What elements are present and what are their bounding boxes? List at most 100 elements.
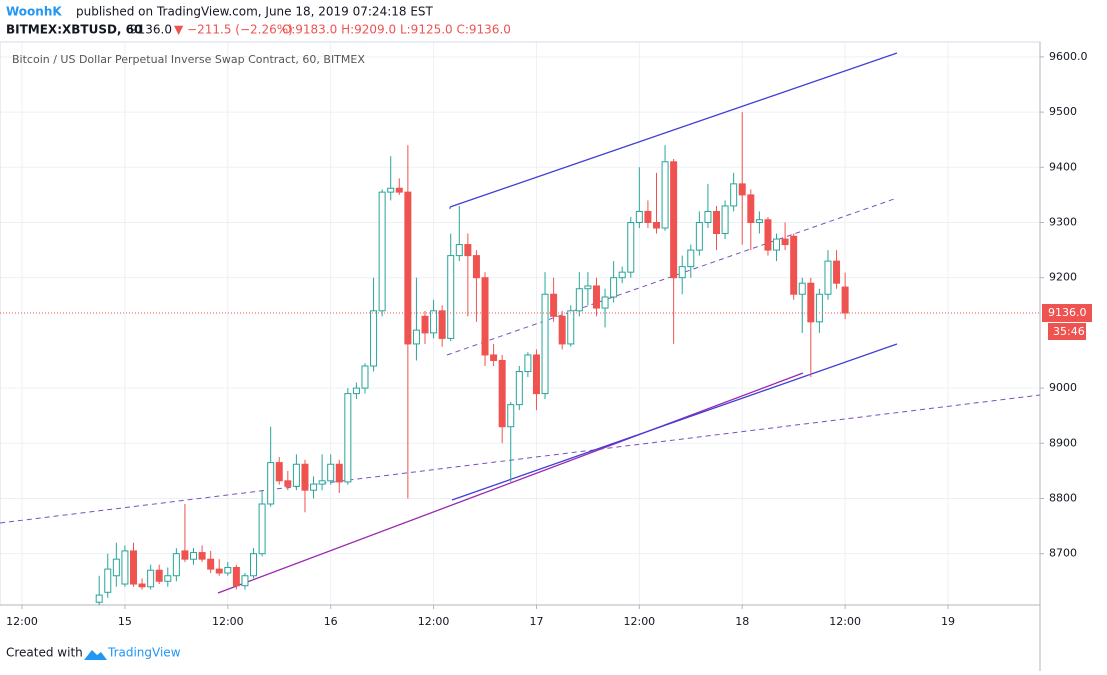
candle-body xyxy=(515,371,523,406)
candle-body xyxy=(635,210,643,223)
candle-body xyxy=(550,293,558,317)
candle-body xyxy=(370,310,378,367)
candle-body xyxy=(190,552,198,560)
candle-body xyxy=(704,210,712,223)
candle-body xyxy=(224,566,232,574)
x-tick-label: 19 xyxy=(941,615,955,628)
x-tick-label: 16 xyxy=(324,615,338,628)
candle-body xyxy=(532,354,540,395)
last-price-box xyxy=(1042,304,1092,323)
candle-body xyxy=(344,393,352,483)
candle-body xyxy=(738,183,746,196)
candle-body xyxy=(258,503,266,555)
candle-body xyxy=(138,583,146,588)
candle-body xyxy=(318,480,326,485)
ohlc: O:9183.0 H:9209.0 L:9125.0 C:9136.0 xyxy=(282,23,511,37)
y-tick-label: 9000 xyxy=(1049,381,1077,394)
candle-body xyxy=(575,288,583,312)
candle-body xyxy=(807,282,815,323)
candle-body xyxy=(730,183,738,207)
candle-body xyxy=(95,594,103,603)
y-tick-label: 9300 xyxy=(1049,215,1077,228)
candle-body xyxy=(644,210,652,223)
candle-body xyxy=(447,255,455,339)
candle-body xyxy=(292,463,300,487)
candle-body xyxy=(310,483,318,491)
candle-body xyxy=(455,244,463,257)
candle-body xyxy=(652,221,660,229)
x-tick-label: 12:00 xyxy=(623,615,655,628)
countdown: 35:46 xyxy=(1053,325,1085,338)
x-tick-label: 17 xyxy=(529,615,543,628)
candle-body xyxy=(721,205,729,235)
candle-body xyxy=(104,568,112,593)
candle-body xyxy=(695,221,703,251)
candle-body xyxy=(833,260,841,284)
candle-body xyxy=(670,161,678,279)
candle-body xyxy=(275,462,283,482)
chart-title: Bitcoin / US Dollar Perpetual Inverse Sw… xyxy=(12,53,365,66)
last-price-label: 9136.0 xyxy=(1048,306,1087,319)
footer-brand: TradingView xyxy=(107,646,181,660)
y-tick-label: 8700 xyxy=(1049,547,1077,560)
candle-body xyxy=(438,310,446,339)
candle-body xyxy=(404,191,412,345)
candle-body xyxy=(378,191,386,312)
candle-body xyxy=(198,552,206,560)
candle-body xyxy=(387,187,395,193)
candle-body xyxy=(678,266,686,279)
candle-body xyxy=(781,238,789,246)
x-tick-label: 12:00 xyxy=(6,615,38,628)
axes: 8700 8800 8900 9000 9200 9300 9400 9500 9600.0 12… xyxy=(6,50,1092,628)
candle-body xyxy=(713,210,721,235)
footer-created: Created with xyxy=(6,646,83,660)
change: ▼ −211.5 (−2.26%) xyxy=(174,23,293,37)
candle-body xyxy=(241,575,249,587)
candle-body xyxy=(472,255,480,279)
candle-body xyxy=(430,310,438,334)
candle-body xyxy=(558,315,566,345)
published: published on TradingView.com, June 18, 2… xyxy=(76,5,434,19)
candle-body xyxy=(661,161,669,229)
candle-body xyxy=(232,566,240,587)
candle-body xyxy=(592,285,600,309)
candle-body xyxy=(121,550,129,585)
candle-body xyxy=(147,569,155,588)
candle-body xyxy=(747,194,755,223)
trend-line xyxy=(217,372,804,594)
candle-body xyxy=(498,359,506,428)
candle-body xyxy=(335,463,343,483)
candle-body xyxy=(567,310,575,345)
x-tick-label: 12:00 xyxy=(418,615,450,628)
candle-body xyxy=(215,568,223,574)
brand-logo xyxy=(84,650,107,660)
candle-body xyxy=(464,244,472,257)
candle-body xyxy=(584,285,592,290)
channel-line xyxy=(449,52,898,208)
candle-body xyxy=(815,293,823,323)
candle-body xyxy=(267,462,275,505)
symbol: BITMEX:XBTUSD, 60 xyxy=(6,23,142,37)
y-tick-label: 9500 xyxy=(1049,105,1077,118)
candle-body xyxy=(764,219,772,251)
candle-body xyxy=(490,354,498,361)
candle-body xyxy=(601,296,609,309)
x-tick-label: 18 xyxy=(735,615,749,628)
candle-body xyxy=(481,277,489,356)
candle-body xyxy=(155,569,163,582)
x-tick-label: 12:00 xyxy=(212,615,244,628)
candle-body xyxy=(207,558,215,570)
candle-body xyxy=(412,329,420,345)
candle-body xyxy=(395,187,403,193)
last: 9136.0 xyxy=(130,23,172,37)
y-tick-label: 8800 xyxy=(1049,491,1077,504)
candle-body xyxy=(687,249,695,268)
candle-body xyxy=(327,463,335,482)
trend-line xyxy=(0,394,1040,524)
candle-body xyxy=(798,282,806,295)
candle-body xyxy=(284,480,292,487)
candle-body xyxy=(172,553,180,577)
candle-body xyxy=(841,286,849,314)
candle-body xyxy=(790,235,798,295)
